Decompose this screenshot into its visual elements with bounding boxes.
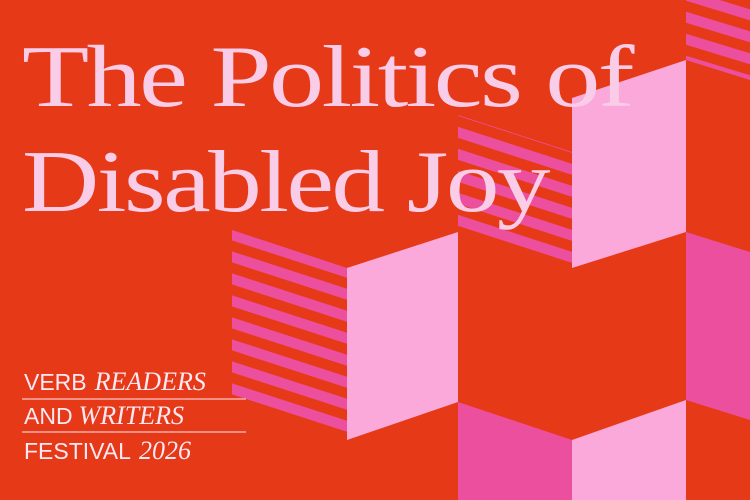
block-face	[347, 232, 458, 440]
logo-line: AND WRITERS	[24, 401, 184, 430]
festival-logo: VERB READERS AND WRITERS FESTIVAL 2026	[22, 367, 246, 465]
block-face	[458, 402, 572, 500]
stripe-face	[458, 115, 572, 268]
logo-word: AND	[24, 403, 73, 429]
logo-line: VERB READERS	[24, 367, 206, 396]
logo-line: FESTIVAL 2026	[24, 436, 191, 465]
logo-word-italic: WRITERS	[79, 401, 184, 430]
logo-word: VERB	[24, 369, 87, 395]
stripe-face	[686, 0, 750, 80]
block-face	[686, 232, 750, 420]
stripe-face	[232, 230, 347, 440]
title-line: Disabled Joy	[22, 134, 550, 231]
logo-word: FESTIVAL	[24, 438, 131, 464]
title-line: The Politics of	[22, 29, 635, 126]
block-face	[572, 60, 686, 268]
graphic-blocks	[232, 0, 750, 500]
logo-word-italic: 2026	[139, 436, 191, 465]
block-face	[572, 400, 686, 500]
logo-word-italic: READERS	[94, 367, 206, 396]
